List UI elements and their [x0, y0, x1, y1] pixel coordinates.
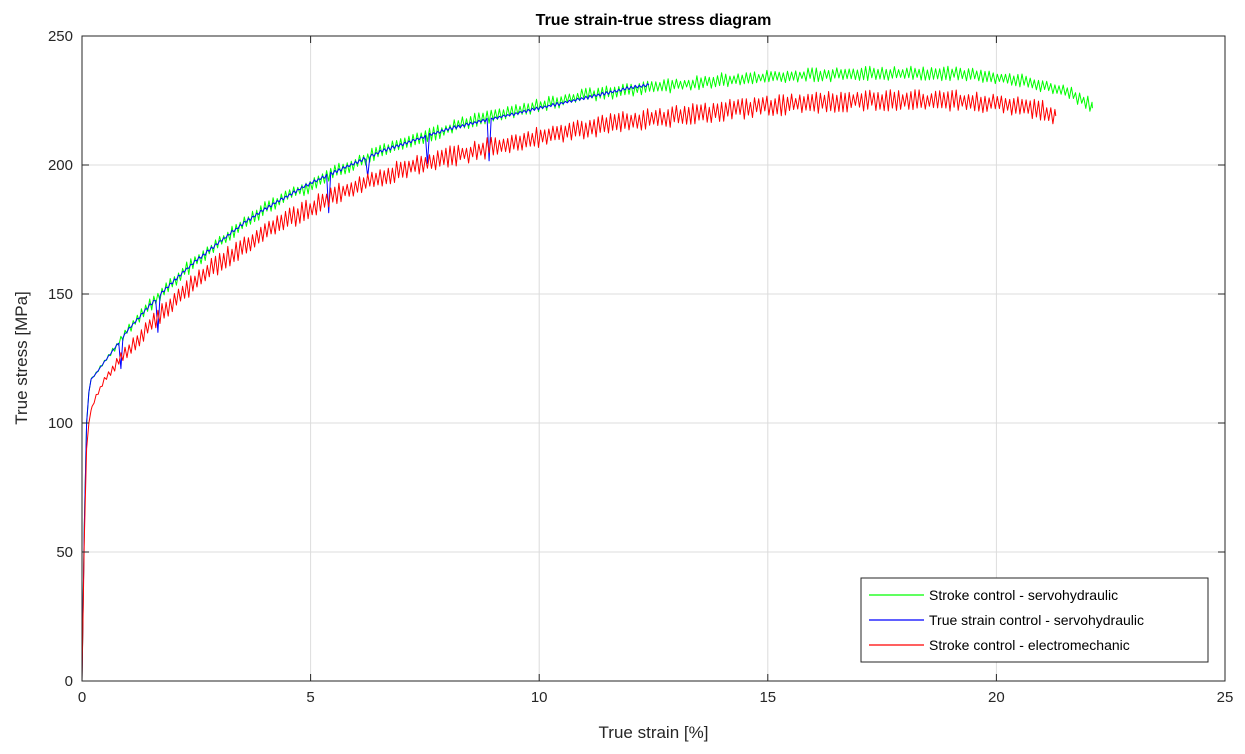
y-tick-label: 50 [56, 544, 73, 561]
x-tick-label: 25 [1217, 689, 1234, 706]
grid [82, 36, 1225, 681]
series-line-2 [81, 83, 650, 682]
y-tick-label: 0 [65, 673, 73, 690]
data-series [81, 65, 1093, 682]
x-tick-label: 20 [988, 689, 1005, 706]
x-tick-label: 5 [306, 689, 314, 706]
y-tick-label: 200 [48, 157, 73, 174]
x-axis-label: True strain [%] [599, 723, 709, 742]
legend-label: True strain control - servohydraulic [929, 612, 1144, 628]
x-tick-label: 0 [78, 689, 86, 706]
y-tick-label: 150 [48, 286, 73, 303]
legend-label: Stroke control - servohydraulic [929, 587, 1118, 603]
x-tick-label: 15 [759, 689, 776, 706]
chart-title: True strain-true stress diagram [536, 12, 772, 29]
plot-area [82, 36, 1225, 681]
x-tick-label: 10 [531, 689, 548, 706]
axes-box [81, 35, 1226, 682]
y-tick-label: 250 [48, 28, 73, 45]
legend-label: Stroke control - electromechanic [929, 637, 1130, 653]
legend: Stroke control - servohydraulic True stra… [860, 577, 1209, 663]
series-line-3 [81, 89, 1057, 682]
y-axis-label: True stress [MPa] [12, 291, 31, 425]
y-tick-label: 100 [48, 415, 73, 432]
